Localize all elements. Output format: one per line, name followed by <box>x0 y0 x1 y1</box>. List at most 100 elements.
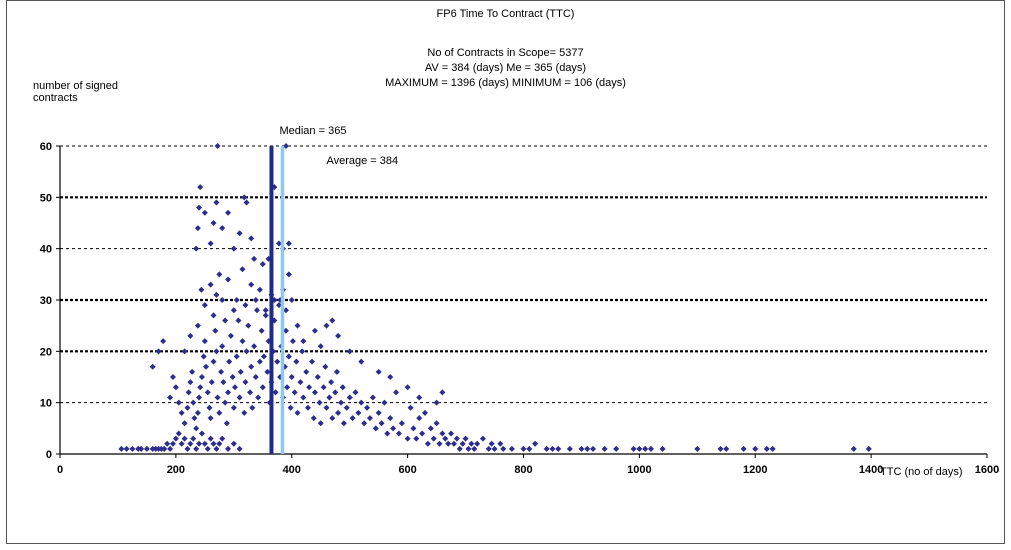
data-point <box>216 271 223 278</box>
data-point <box>445 440 452 447</box>
data-point <box>349 415 356 422</box>
data-point <box>247 389 254 396</box>
data-point <box>427 425 434 432</box>
data-point <box>169 440 176 447</box>
data-point <box>237 368 244 375</box>
data-point <box>178 440 185 447</box>
data-point <box>384 430 391 437</box>
data-point <box>262 307 269 314</box>
data-point <box>752 445 759 452</box>
data-point <box>184 445 191 452</box>
data-point <box>243 348 250 355</box>
data-point <box>200 353 207 360</box>
data-point <box>194 409 201 416</box>
data-point <box>372 425 379 432</box>
data-point <box>219 343 226 350</box>
data-point <box>287 404 294 411</box>
data-point <box>222 399 229 406</box>
data-point <box>169 374 176 380</box>
data-point <box>485 445 492 452</box>
data-point <box>181 420 188 427</box>
data-point <box>236 394 243 401</box>
x-tick-label-600: 600 <box>398 464 416 476</box>
data-point <box>306 384 313 391</box>
x-tick-label-0: 0 <box>57 464 63 476</box>
data-point <box>300 394 307 401</box>
data-point <box>500 445 507 452</box>
data-point <box>256 286 263 293</box>
data-point <box>294 322 301 329</box>
data-point <box>293 358 300 365</box>
x-tick-label-200: 200 <box>167 464 185 476</box>
data-point <box>219 297 226 303</box>
data-point <box>322 363 329 370</box>
x-tick-label-1000: 1000 <box>627 464 651 476</box>
data-point <box>361 420 368 427</box>
data-point <box>193 445 200 452</box>
data-point <box>694 445 701 452</box>
data-point <box>196 394 203 401</box>
data-point <box>236 230 243 237</box>
average-label: Average = 384 <box>326 155 398 167</box>
data-point <box>299 348 306 355</box>
data-point <box>407 404 414 411</box>
data-point <box>197 384 204 391</box>
data-point <box>311 389 318 396</box>
data-point <box>212 327 219 334</box>
data-point <box>459 440 466 447</box>
data-point <box>410 425 417 432</box>
data-point <box>328 379 335 386</box>
data-point <box>248 281 255 288</box>
y-tick-label-20: 20 <box>40 346 52 358</box>
data-point <box>358 358 365 365</box>
data-point <box>850 445 857 452</box>
data-point <box>291 389 298 396</box>
data-point <box>198 286 205 293</box>
data-point <box>196 440 203 447</box>
data-point <box>346 394 353 401</box>
data-point <box>264 368 271 375</box>
data-point <box>231 384 238 391</box>
data-point <box>245 322 252 329</box>
data-point <box>225 209 232 216</box>
data-point <box>204 445 211 452</box>
data-point <box>204 389 211 396</box>
data-point <box>193 245 200 252</box>
data-point <box>740 445 747 452</box>
data-point <box>164 440 171 447</box>
data-point <box>310 415 317 422</box>
data-point <box>242 379 249 386</box>
data-point <box>326 394 333 401</box>
data-point <box>272 389 279 396</box>
data-point <box>194 225 201 232</box>
chart-frame <box>6 0 1005 544</box>
data-point <box>230 307 237 314</box>
data-point <box>630 445 637 452</box>
data-point <box>216 440 223 447</box>
data-point <box>219 225 226 232</box>
data-point <box>314 374 321 380</box>
data-point <box>323 322 330 329</box>
data-point <box>549 445 556 452</box>
data-point <box>198 374 205 380</box>
data-point <box>118 445 125 452</box>
data-point <box>214 394 221 401</box>
data-point <box>201 209 208 216</box>
chart-subtitle-max-min: MAXIMUM = 1396 (days) MINIMUM = 106 (day… <box>385 77 626 89</box>
data-point <box>488 440 495 447</box>
data-point <box>207 415 214 422</box>
data-point <box>175 430 182 437</box>
data-point <box>252 374 259 380</box>
data-point <box>416 394 423 401</box>
data-point <box>185 389 192 396</box>
data-point <box>387 374 394 380</box>
data-point <box>343 404 350 411</box>
data-point <box>352 389 359 396</box>
data-point <box>172 435 179 442</box>
data-point <box>636 445 643 452</box>
data-point <box>233 353 240 360</box>
data-point <box>189 368 196 375</box>
data-point <box>191 415 198 422</box>
data-point <box>259 261 266 268</box>
